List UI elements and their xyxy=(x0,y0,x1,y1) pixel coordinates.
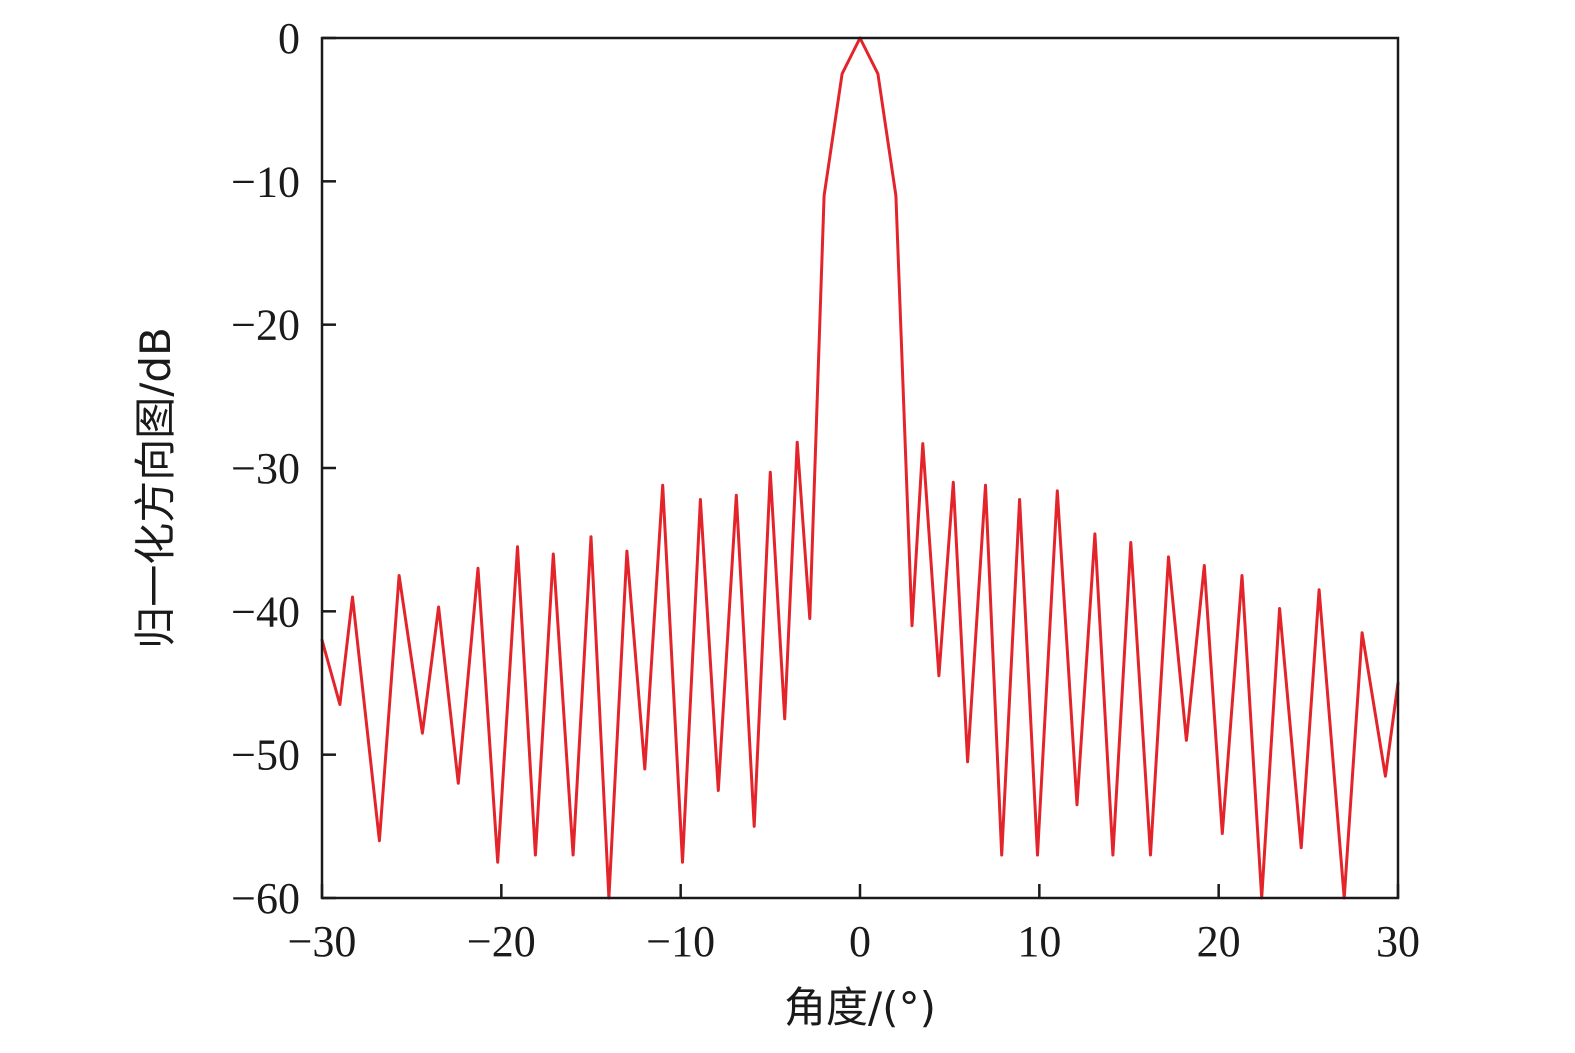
x-tick-label: −20 xyxy=(467,917,536,966)
y-tick-label: −60 xyxy=(231,874,300,923)
x-tick-label: −10 xyxy=(646,917,715,966)
x-tick-label: −30 xyxy=(288,917,357,966)
y-axis: 0 −10 −20 −30 −40 −50 −60 xyxy=(231,14,336,923)
x-tick-label: 0 xyxy=(849,917,871,966)
y-tick-label: −20 xyxy=(231,301,300,350)
series-layer xyxy=(320,36,1400,900)
y-axis-title: 归一化方向图/dB xyxy=(131,327,180,649)
plot-frame xyxy=(320,36,1400,900)
x-tick-label: 20 xyxy=(1197,917,1241,966)
y-tick-label: −50 xyxy=(231,731,300,780)
y-tick-label: −40 xyxy=(231,587,300,636)
series-line-0 xyxy=(320,36,1400,900)
y-tick-label: 0 xyxy=(278,14,300,63)
x-axis: −30 −20 −10 0 10 20 30 xyxy=(288,884,1420,966)
y-tick-label: −10 xyxy=(231,157,300,206)
x-axis-title: 角度/(°) xyxy=(784,983,936,1032)
y-tick-label: −30 xyxy=(231,444,300,493)
x-tick-label: 10 xyxy=(1017,917,1061,966)
x-tick-label: 30 xyxy=(1376,917,1420,966)
